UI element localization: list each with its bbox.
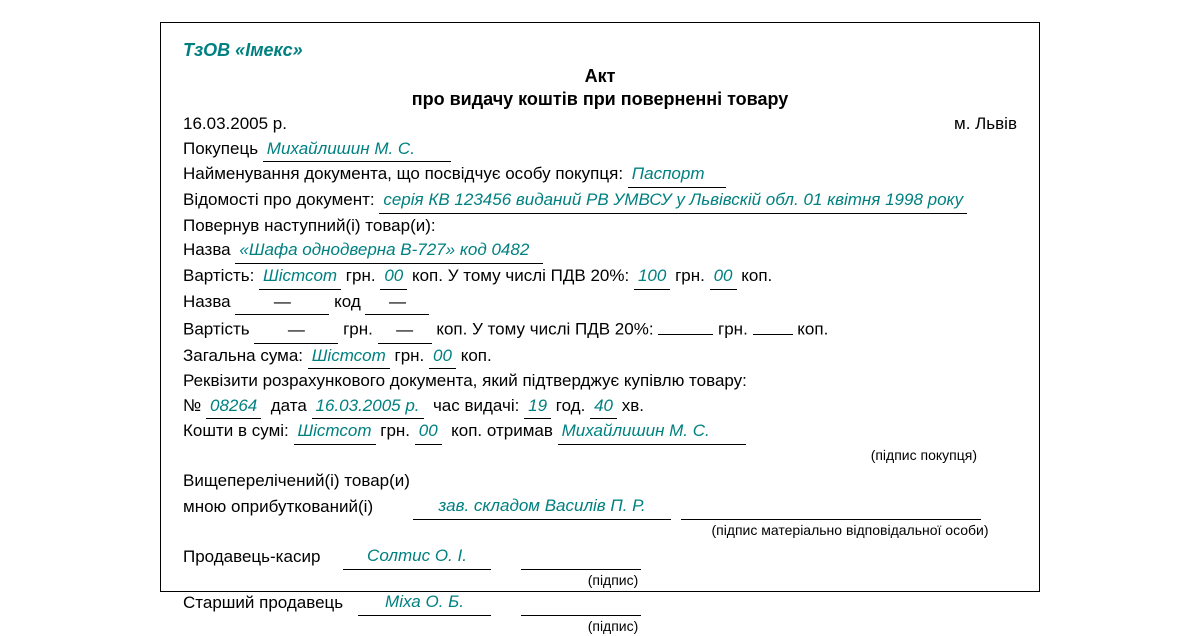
cost-hrn: Шістсот bbox=[259, 264, 341, 290]
returned-label: Повернув наступний(і) товар(и): bbox=[183, 214, 1017, 239]
company-name: ТзОВ «Імекс» bbox=[183, 37, 1017, 63]
doc-title-2: про видачу коштів при поверненні товару bbox=[183, 88, 1017, 111]
above-row-1: Вищеперелічений(і) товар(и) bbox=[183, 469, 1017, 494]
buyer-value: Михайлишин М. С. bbox=[263, 137, 451, 163]
code-label: код bbox=[334, 292, 361, 311]
doc-date: 16.03.2005 р. bbox=[183, 112, 287, 137]
above-label-2: мною оприбуткований(і) bbox=[183, 495, 413, 520]
kop-2: коп. bbox=[741, 266, 772, 285]
cost-label-2: Вартість bbox=[183, 320, 250, 339]
buyer-label: Покупець bbox=[183, 139, 258, 158]
hrn-5: грн. bbox=[395, 346, 425, 365]
receipt-details-row: № 08264 дата 16.03.2005 р. час видачі: 1… bbox=[183, 394, 1017, 420]
buyer-row: Покупець Михайлишин М. С. bbox=[183, 137, 1017, 163]
act-document: ТзОВ «Імекс» Акт про видачу коштів при п… bbox=[160, 22, 1040, 592]
seller-sign-caption: (підпис) bbox=[533, 570, 693, 590]
kop-3: коп. bbox=[436, 320, 467, 339]
seller-label: Продавець-касир bbox=[183, 545, 343, 570]
received-label: отримав bbox=[487, 421, 553, 440]
senior-sign-caption: (підпис) bbox=[533, 616, 693, 636]
vat-label-1: У тому числі ПДВ 20%: bbox=[448, 266, 630, 285]
kop-1: коп. bbox=[412, 266, 443, 285]
hrn-2: грн. bbox=[675, 266, 705, 285]
buyer-sign-caption: (підпис покупця) bbox=[183, 445, 1017, 465]
docname-label: Найменування документа, що посвідчує осо… bbox=[183, 164, 623, 183]
above-row-2: мною оприбуткований(і) зав. складом Васи… bbox=[183, 494, 1017, 520]
total-hrn: Шістсот bbox=[308, 344, 390, 370]
code-dash: — bbox=[365, 290, 429, 316]
item-name-row: Назва «Шафа однодверна В-727» код 0482 bbox=[183, 238, 1017, 264]
cost2-kop-dash: — bbox=[378, 318, 432, 344]
min-label: хв. bbox=[622, 396, 644, 415]
senior-sign-line bbox=[521, 596, 641, 616]
doc-title-1: Акт bbox=[183, 65, 1017, 88]
time-label: час видачі: bbox=[433, 396, 519, 415]
vat-hrn: 100 bbox=[634, 264, 670, 290]
received-by: Михайлишин М. С. bbox=[558, 419, 746, 445]
item-value: «Шафа однодверна В-727» код 0482 bbox=[235, 238, 543, 264]
name-label-2: Назва bbox=[183, 292, 231, 311]
total-kop: 00 bbox=[429, 344, 456, 370]
name-dash: — bbox=[235, 290, 329, 316]
cash-hrn: Шістсот bbox=[294, 419, 376, 445]
doc-type-row: Найменування документа, що посвідчує осо… bbox=[183, 162, 1017, 188]
storekeeper: зав. складом Василів П. Р. bbox=[413, 494, 671, 520]
doc-info-value: серія КВ 123456 виданий РВ УМВСУ у Львів… bbox=[379, 188, 967, 214]
cost-label: Вартість: bbox=[183, 266, 254, 285]
receipt-no: 08264 bbox=[206, 394, 261, 420]
doc-info-row: Відомості про документ: серія КВ 123456 … bbox=[183, 188, 1017, 214]
resp-sign-line bbox=[681, 500, 981, 520]
senior-label: Старший продавець bbox=[183, 591, 358, 616]
hour-label: год. bbox=[556, 396, 586, 415]
vat2-kop-blank bbox=[753, 315, 793, 335]
cost-kop: 00 bbox=[380, 264, 407, 290]
vat-kop: 00 bbox=[710, 264, 737, 290]
cost2-hrn-dash: — bbox=[254, 318, 338, 344]
hrn-1: грн. bbox=[346, 266, 376, 285]
name-label: Назва bbox=[183, 240, 231, 259]
doc-type-value: Паспорт bbox=[628, 162, 726, 188]
vat2-hrn-blank bbox=[658, 315, 713, 335]
seller-value: Солтис О. І. bbox=[343, 544, 491, 570]
kop-4: коп. bbox=[797, 320, 828, 339]
resp-sign-caption: (підпис матеріально відповідальної особи… bbox=[683, 520, 1017, 540]
no-label: № bbox=[183, 396, 201, 415]
cash-kop: 00 bbox=[415, 419, 442, 445]
ddate-label: дата bbox=[271, 396, 307, 415]
hour-value: 19 bbox=[524, 394, 551, 420]
cash-row: Кошти в сумі: Шістсот грн. 00 коп. отрим… bbox=[183, 419, 1017, 445]
kop-5: коп. bbox=[461, 346, 492, 365]
cost-row-1: Вартість: Шістсот грн. 00 коп. У тому чи… bbox=[183, 264, 1017, 290]
cash-label: Кошти в сумі: bbox=[183, 421, 289, 440]
item-name-row-2: Назва — код — bbox=[183, 290, 1017, 316]
total-row: Загальна сума: Шістсот грн. 00 коп. bbox=[183, 344, 1017, 370]
receipt-label: Реквізити розрахункового документа, який… bbox=[183, 369, 1017, 394]
receipt-date: 16.03.2005 р. bbox=[312, 394, 424, 420]
docinfo-label: Відомості про документ: bbox=[183, 190, 375, 209]
kop-6: коп. bbox=[451, 421, 482, 440]
vat-label-2: У тому числі ПДВ 20%: bbox=[472, 320, 654, 339]
hrn-4: грн. bbox=[718, 320, 748, 339]
seller-sign-line bbox=[521, 550, 641, 570]
seller-row: Продавець-касир Солтис О. І. bbox=[183, 544, 1017, 570]
hrn-3: грн. bbox=[343, 320, 373, 339]
total-label: Загальна сума: bbox=[183, 346, 303, 365]
hrn-6: грн. bbox=[380, 421, 410, 440]
senior-value: Міха О. Б. bbox=[358, 590, 491, 616]
min-value: 40 bbox=[590, 394, 617, 420]
doc-city: м. Львів bbox=[954, 112, 1017, 137]
senior-row: Старший продавець Міха О. Б. bbox=[183, 590, 1017, 616]
cost-row-2: Вартість — грн. — коп. У тому числі ПДВ … bbox=[183, 315, 1017, 343]
